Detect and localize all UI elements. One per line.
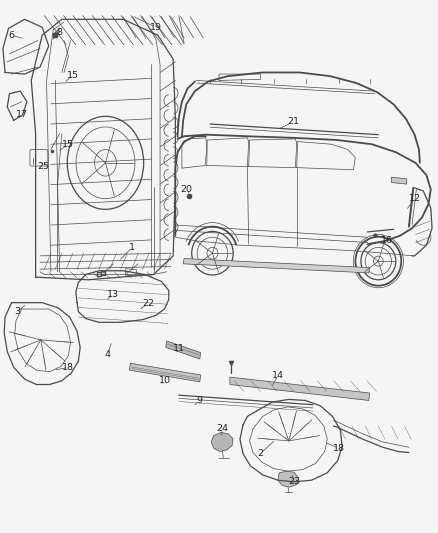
Polygon shape [166,341,201,359]
Text: 10: 10 [159,376,170,385]
Text: 13: 13 [107,289,120,298]
Text: 25: 25 [38,162,49,171]
Polygon shape [211,432,233,451]
Text: 21: 21 [287,117,299,126]
Text: 22: 22 [142,299,154,308]
Text: 15: 15 [62,140,74,149]
Text: 1: 1 [129,244,134,253]
Text: 19: 19 [150,23,162,32]
Text: 20: 20 [180,185,192,194]
Polygon shape [130,364,201,382]
Text: 3: 3 [14,307,20,316]
Text: 23: 23 [288,478,300,486]
Text: 16: 16 [381,237,393,246]
Text: 6: 6 [9,31,14,40]
Polygon shape [392,177,407,184]
Text: 9: 9 [196,396,202,405]
Text: 8: 8 [57,28,63,37]
Polygon shape [183,259,370,273]
Text: 15: 15 [67,70,79,79]
Bar [125,269,137,276]
Text: 2: 2 [258,449,264,458]
Text: 4: 4 [105,350,111,359]
Text: 17: 17 [16,110,28,119]
Text: 18: 18 [333,444,345,453]
Text: 12: 12 [409,194,420,203]
Polygon shape [278,471,298,487]
Text: 14: 14 [272,371,284,380]
Text: 24: 24 [216,424,229,433]
Polygon shape [230,377,370,400]
Text: 18: 18 [62,363,74,372]
Text: 11: 11 [173,344,185,353]
